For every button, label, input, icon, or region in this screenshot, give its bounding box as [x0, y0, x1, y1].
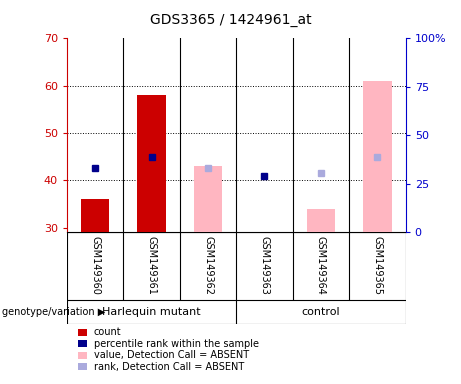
Text: GSM149364: GSM149364 [316, 237, 326, 295]
Bar [307, 209, 335, 232]
Text: GSM149361: GSM149361 [147, 237, 157, 295]
Text: value, Detection Call = ABSENT: value, Detection Call = ABSENT [94, 350, 248, 360]
Text: count: count [94, 327, 121, 337]
Text: percentile rank within the sample: percentile rank within the sample [94, 339, 259, 349]
Bar [81, 199, 109, 232]
Text: Harlequin mutant: Harlequin mutant [102, 307, 201, 317]
Bar [137, 95, 165, 232]
Text: GSM149363: GSM149363 [260, 237, 270, 295]
Bar [363, 81, 391, 232]
Text: genotype/variation ▶: genotype/variation ▶ [2, 307, 106, 317]
Text: control: control [301, 307, 340, 317]
Text: rank, Detection Call = ABSENT: rank, Detection Call = ABSENT [94, 362, 244, 372]
Bar [194, 166, 222, 232]
Text: GDS3365 / 1424961_at: GDS3365 / 1424961_at [150, 13, 311, 27]
Text: GSM149362: GSM149362 [203, 237, 213, 295]
Text: GSM149365: GSM149365 [372, 237, 383, 295]
Text: GSM149360: GSM149360 [90, 237, 100, 295]
